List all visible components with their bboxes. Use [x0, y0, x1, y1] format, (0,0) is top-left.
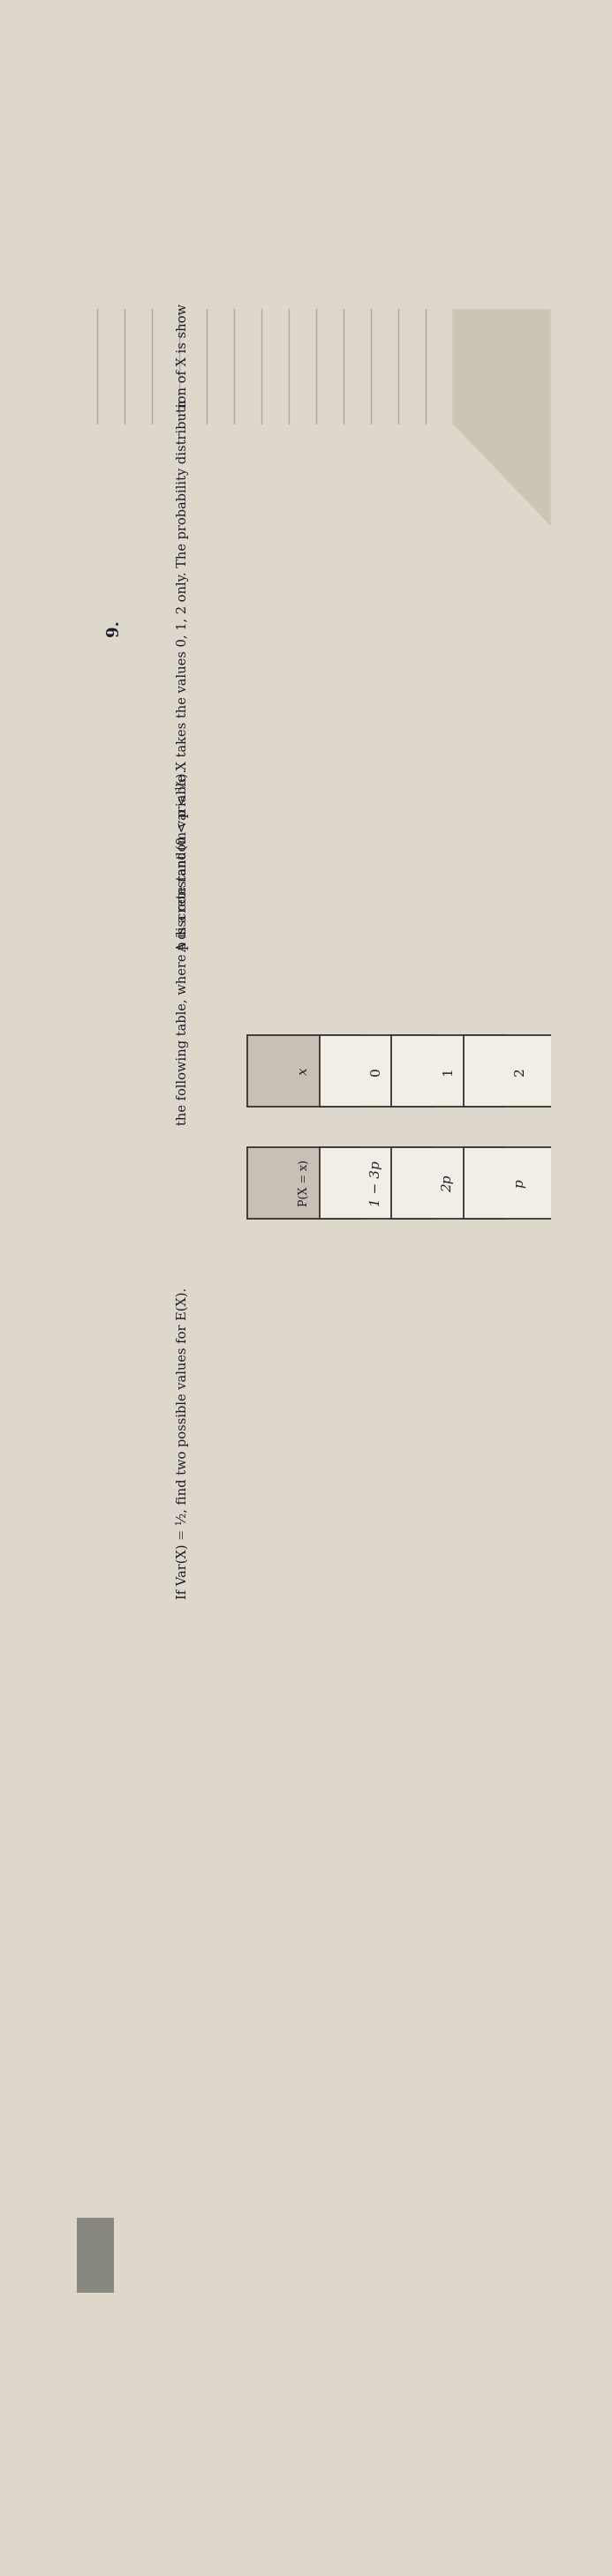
Bar — [248, 1036, 360, 1108]
Text: 2p: 2p — [442, 1175, 454, 1193]
Text: 0: 0 — [370, 1066, 382, 1077]
Bar — [248, 1149, 360, 1218]
Text: 1: 1 — [442, 1066, 454, 1077]
Bar — [391, 1149, 504, 1218]
Text: x: x — [298, 1066, 310, 1074]
Text: A discrete random variable X takes the values 0, 1, 2 only. The probability dist: A discrete random variable X takes the v… — [176, 304, 188, 953]
Text: If Var(X) = ¹⁄₂, find two possible values for E(X).: If Var(X) = ¹⁄₂, find two possible value… — [176, 1288, 189, 1600]
Text: 1 − 3p: 1 − 3p — [370, 1162, 382, 1206]
Text: 2: 2 — [513, 1066, 526, 1077]
Text: 9.: 9. — [106, 618, 122, 636]
Text: p: p — [513, 1180, 526, 1188]
Bar — [391, 1036, 504, 1108]
Bar — [463, 1036, 576, 1108]
Bar — [319, 1149, 433, 1218]
Bar — [463, 1149, 576, 1218]
Text: the following table, where p is a constant (0 < p < ¹⁄₃).: the following table, where p is a consta… — [176, 768, 189, 1126]
Bar — [319, 1036, 433, 1108]
Text: 3: 3 — [87, 2249, 103, 2262]
Polygon shape — [453, 309, 551, 526]
Bar — [76, 2218, 114, 2293]
Text: P(X = x): P(X = x) — [298, 1159, 310, 1206]
Text: n: n — [176, 399, 188, 407]
